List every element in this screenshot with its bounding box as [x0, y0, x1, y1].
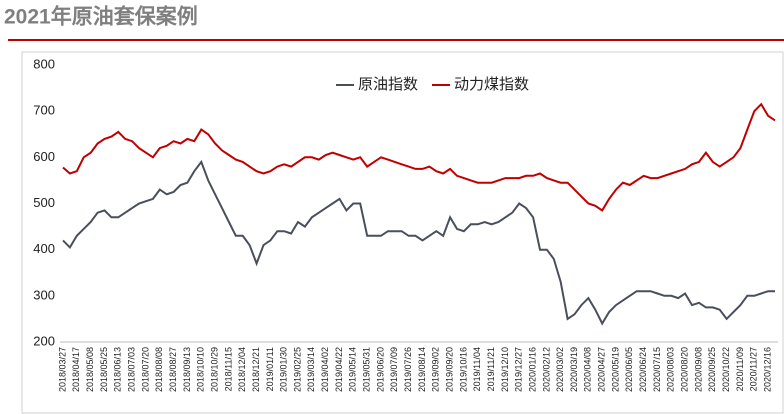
- x-tick-label: 2018/12/21: [251, 347, 261, 392]
- x-tick-label: 2019/12/10: [500, 347, 510, 392]
- x-tick-label: 2018/10/29: [209, 347, 219, 392]
- y-tick-label: 300: [33, 287, 55, 302]
- x-tick-label: 2018/04/17: [71, 347, 81, 392]
- page-title: 2021年原油套保案例: [4, 5, 198, 29]
- x-tick-label: 2020/11/27: [749, 347, 759, 391]
- x-tick-label: 2020/01/16: [527, 347, 537, 392]
- chart-frame: [21, 51, 784, 414]
- x-tick-label: 2018/08/27: [168, 347, 178, 392]
- x-tick-label: 2019/10/16: [458, 347, 468, 392]
- x-tick-label: 2019/11/04: [472, 347, 482, 391]
- y-tick-label: 800: [33, 56, 55, 71]
- x-tick-label: 2020/05/19: [610, 347, 620, 392]
- x-tick-label: 2019/06/20: [375, 347, 385, 392]
- x-tick-label: 2019/12/27: [514, 347, 524, 392]
- x-tick-label: 2018/07/03: [127, 347, 137, 392]
- x-tick-label: 2019/02/25: [292, 347, 302, 392]
- x-tick-label: 2019/05/14: [348, 347, 358, 392]
- x-tick-label: 2019/07/26: [403, 347, 413, 392]
- x-tick-label: 2019/04/22: [334, 347, 344, 392]
- x-tick-label: 2018/09/13: [182, 347, 192, 392]
- x-tick-label: 2018/05/08: [85, 347, 95, 392]
- x-tick-label: 2018/12/04: [237, 347, 247, 392]
- y-tick-label: 500: [33, 195, 55, 210]
- x-tick-label: 2019/03/14: [306, 347, 316, 392]
- y-tick-label: 400: [33, 241, 55, 256]
- x-tick-label: 2020/09/08: [693, 347, 703, 392]
- x-tick-label: 2018/06/13: [113, 347, 123, 392]
- x-tick-label: 2020/06/24: [638, 347, 648, 392]
- x-tick-label: 2018/08/08: [154, 347, 164, 392]
- y-tick-label: 600: [33, 149, 55, 164]
- x-tick-label: 2018/10/10: [196, 347, 206, 392]
- x-tick-label: 2019/07/09: [389, 347, 399, 392]
- x-tick-label: 2020/08/03: [666, 347, 676, 392]
- x-tick-label: 2019/01/11: [265, 347, 275, 391]
- x-tick-label: 2019/11/21: [486, 347, 496, 391]
- x-tick-label: 2020/04/27: [597, 347, 607, 392]
- x-tick-label: 2020/09/25: [707, 347, 717, 392]
- x-tick-label: 2020/10/22: [721, 347, 731, 392]
- x-tick-label: 2020/02/12: [541, 347, 551, 392]
- x-tick-label: 2018/05/25: [99, 347, 109, 392]
- x-tick-label: 2019/05/31: [362, 347, 372, 392]
- x-tick-label: 2018/03/27: [57, 347, 67, 392]
- x-tick-label: 2020/06/05: [624, 347, 634, 392]
- x-tick-label: 2019/01/30: [279, 347, 289, 392]
- y-tick-label: 200: [33, 333, 55, 348]
- x-tick-label: 2019/09/20: [444, 347, 454, 392]
- x-tick-label: 2019/08/14: [417, 347, 427, 392]
- x-tick-label: 2020/12/16: [762, 347, 772, 392]
- x-tick-label: 2020/03/19: [569, 347, 579, 392]
- series-line: [62, 159, 775, 326]
- x-tick-label: 2020/11/09: [735, 347, 745, 391]
- legend-label: 动力煤指数: [454, 76, 529, 93]
- y-tick-label: 700: [33, 103, 55, 118]
- legend-label: 原油指数: [358, 76, 418, 93]
- x-tick-label: 2020/08/20: [680, 347, 690, 392]
- x-tick-label: 2020/04/08: [583, 347, 593, 392]
- x-tick-label: 2019/04/02: [320, 347, 330, 392]
- x-tick-label: 2018/07/20: [140, 347, 150, 392]
- x-tick-label: 2018/11/15: [223, 347, 233, 391]
- x-tick-label: 2020/07/15: [652, 347, 662, 392]
- x-tick-label: 2020/03/02: [555, 347, 565, 392]
- series-line: [62, 102, 776, 212]
- x-tick-label: 2019/09/02: [431, 347, 441, 392]
